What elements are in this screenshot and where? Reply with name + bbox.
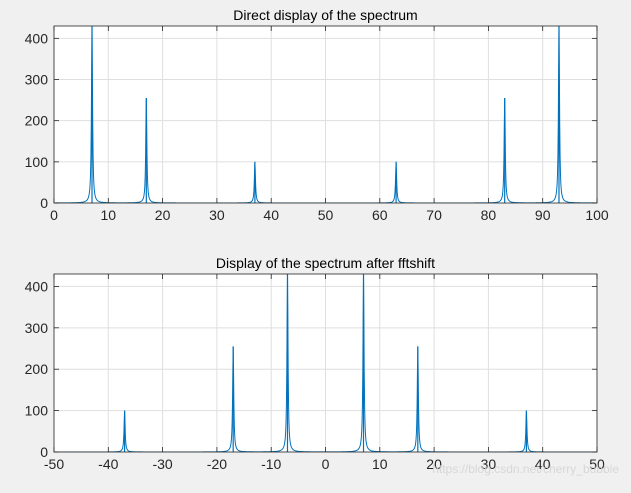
x-tick-label: 20 <box>155 207 171 223</box>
x-tick-label: 10 <box>372 456 388 472</box>
chart-title: Direct display of the spectrum <box>233 7 417 23</box>
x-tick-label: 40 <box>263 207 279 223</box>
y-tick-label: 100 <box>25 403 49 419</box>
x-tick-label: 70 <box>426 207 442 223</box>
x-tick-label: 100 <box>585 207 609 223</box>
y-tick-label: 400 <box>25 278 49 294</box>
x-tick-label: 40 <box>535 456 551 472</box>
x-tick-label: 10 <box>101 207 117 223</box>
subplot-2: -50 -40 -30 -20 -10 0 10 20 30 40 50 0 100 200 300 400 D… <box>25 255 605 472</box>
x-tick-label: 50 <box>318 207 334 223</box>
y-tick-label: 0 <box>40 195 48 211</box>
x-tick-label: 20 <box>426 456 442 472</box>
y-tick-label: 200 <box>25 113 49 129</box>
y-tick-label: 100 <box>25 154 49 170</box>
subplot-1: 0 10 20 30 40 50 60 70 80 90 100 0 100 200 300 400 Direc… <box>25 7 609 223</box>
x-tick-label: -20 <box>207 456 227 472</box>
y-tick-label: 400 <box>25 30 49 46</box>
x-tick-label: 50 <box>589 456 605 472</box>
x-tick-label: 0 <box>322 456 330 472</box>
y-tick-label: 0 <box>40 444 48 460</box>
x-tick-label: 30 <box>209 207 225 223</box>
y-tick-label: 300 <box>25 72 49 88</box>
chart-title: Display of the spectrum after fftshift <box>216 255 435 271</box>
x-tick-label: -30 <box>152 456 172 472</box>
x-tick-label: -50 <box>44 456 64 472</box>
x-tick-label: 90 <box>535 207 551 223</box>
x-tick-label: 30 <box>481 456 497 472</box>
x-tick-label: -10 <box>261 456 281 472</box>
y-tick-label: 200 <box>25 361 49 377</box>
x-tick-label: 60 <box>372 207 388 223</box>
x-tick-label: 0 <box>50 207 58 223</box>
x-tick-label: 80 <box>481 207 497 223</box>
y-tick-label: 300 <box>25 320 49 336</box>
x-tick-label: -40 <box>98 456 118 472</box>
